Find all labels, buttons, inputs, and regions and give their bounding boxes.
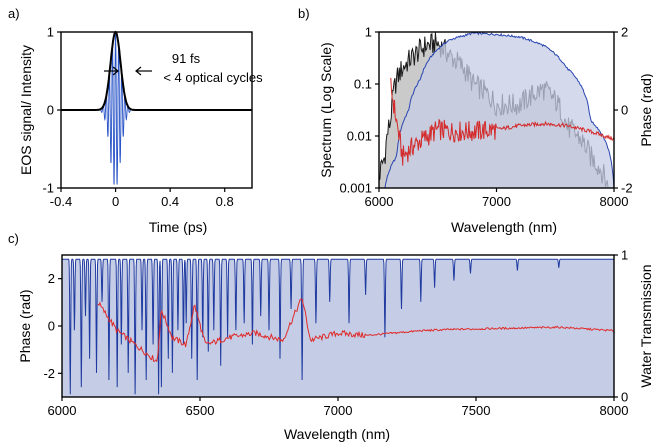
- panel-a-intensity-line: [61, 30, 252, 111]
- panel-a-xtick-label: 0.4: [161, 194, 179, 209]
- panel-b-ylabel: Spectrum (Log Scale): [318, 42, 334, 177]
- panel-b-axes: 6000 7000 8000 0.001 0.01 0.1 1 -2 0 2: [339, 25, 632, 210]
- panel-b-phase-line: [390, 77, 615, 166]
- panel-c-xtick-label: 7000: [324, 403, 353, 418]
- panel-b-y2tick-label: 0: [621, 103, 628, 118]
- panel-a-fwhm-arrows: [104, 66, 152, 76]
- panel-c-transmission-line: [62, 258, 614, 395]
- panel-a: a) -0.4 0 0.4 0.8 -1 0 1 91 fs < 4 optical cyc…: [8, 6, 263, 235]
- panel-c-xtick-label: 8000: [600, 403, 629, 418]
- panel-a-ylabel: EOS signal/ Intensity: [18, 45, 34, 175]
- panel-b-series: [378, 31, 615, 189]
- panel-b-y2tick-label: 2: [621, 25, 628, 40]
- panel-c-y2tick-label: 1: [621, 248, 628, 263]
- panel-c: c) 6000 6500 7000 7500 8000 -2 0 2 0 1 Wavelength…: [8, 231, 653, 442]
- panel-b-spectrum-blue-fill: [384, 32, 614, 189]
- panel-b-ytick-label: 0.1: [354, 77, 372, 92]
- panel-a-ytick-label: 0: [47, 103, 54, 118]
- panel-b-y2tick-label: -2: [621, 181, 633, 196]
- panel-b-xtick-label: 6000: [365, 194, 394, 209]
- panel-c-xlabel: Wavelength (nm): [284, 426, 390, 442]
- panel-c-xtick-label: 7500: [462, 403, 491, 418]
- panel-b-xtick-label: 7000: [482, 194, 511, 209]
- panel-b-xtick-label: 8000: [600, 194, 629, 209]
- panel-a-annotation-cycles: < 4 optical cycles: [163, 70, 263, 85]
- panel-b-ytick-label: 0.01: [347, 129, 372, 144]
- panel-c-xtick-label: 6500: [186, 403, 215, 418]
- panel-b-ytick-label: 1: [365, 25, 372, 40]
- panel-c-ytick-label: 2: [48, 271, 55, 286]
- panel-b-xlabel: Wavelength (nm): [451, 219, 557, 235]
- panel-c-axes: 6000 6500 7000 7500 8000 -2 0 2 0 1: [43, 248, 628, 419]
- panel-a-ytick-label: 1: [47, 25, 54, 40]
- panel-c-transmission-fill: [62, 259, 614, 397]
- panel-a-xlabel: Time (ps): [149, 219, 208, 235]
- panel-a-xtick-label: -0.4: [50, 194, 72, 209]
- panel-c-label: c): [8, 231, 19, 246]
- panel-c-ytick-label: -2: [43, 366, 55, 381]
- panel-b-label: b): [298, 6, 310, 21]
- panel-a-axes: -0.4 0 0.4 0.8 -1 0 1: [42, 25, 253, 209]
- panel-a-annotation-duration: 91 fs: [172, 51, 201, 66]
- panel-b-spectrum-blue-line: [384, 31, 615, 189]
- panel-c-phase-line: [97, 298, 615, 363]
- panel-c-ytick-label: 0: [48, 319, 55, 334]
- panel-b-y2label: Phase (rad): [638, 73, 653, 146]
- panel-a-ytick-label: -1: [42, 181, 54, 196]
- panel-b: b) 6000 7000 8000 0.001 0.01 0.1 1 -2 0 2 Wavelen…: [298, 6, 653, 235]
- panel-a-label: a): [8, 6, 20, 21]
- panel-a-xtick-label: 0.8: [216, 194, 234, 209]
- panel-a-xtick-label: 0: [112, 194, 119, 209]
- panel-c-ylabel: Phase (rad): [17, 289, 33, 362]
- panel-c-y2tick-label: 0: [621, 390, 628, 405]
- panel-b-ytick-label: 0.001: [339, 181, 372, 196]
- panel-c-y2label: Water Transmission: [638, 264, 653, 387]
- panel-a-series: [61, 30, 252, 185]
- panel-c-series: [62, 258, 615, 397]
- panel-c-xtick-label: 6000: [48, 403, 77, 418]
